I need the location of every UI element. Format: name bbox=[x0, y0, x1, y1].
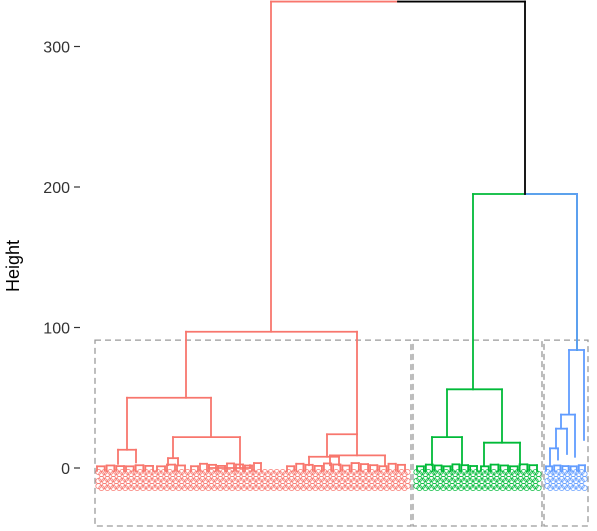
leaf-label-mark bbox=[581, 484, 588, 492]
leaf-label-mark bbox=[581, 475, 588, 483]
y-tick-label: 200 bbox=[43, 180, 70, 197]
y-axis: 0 100 200 300 bbox=[43, 40, 80, 478]
y-tick-label: 100 bbox=[43, 321, 70, 338]
cluster-box bbox=[412, 339, 543, 527]
leaf-label-mark bbox=[404, 482, 411, 490]
leaf-label-mark bbox=[535, 484, 542, 492]
y-tick-label: 0 bbox=[61, 461, 70, 478]
leaf-labels bbox=[95, 468, 588, 492]
y-tick-label: 300 bbox=[43, 40, 70, 57]
leaf-label-mark bbox=[404, 468, 411, 476]
leaf-label-mark bbox=[535, 475, 542, 483]
y-axis-title: Height bbox=[3, 240, 23, 292]
cluster-boxes bbox=[94, 339, 589, 527]
cluster-box bbox=[94, 339, 412, 527]
cluster-box bbox=[543, 339, 589, 527]
dendrogram-tree bbox=[96, 0, 586, 472]
